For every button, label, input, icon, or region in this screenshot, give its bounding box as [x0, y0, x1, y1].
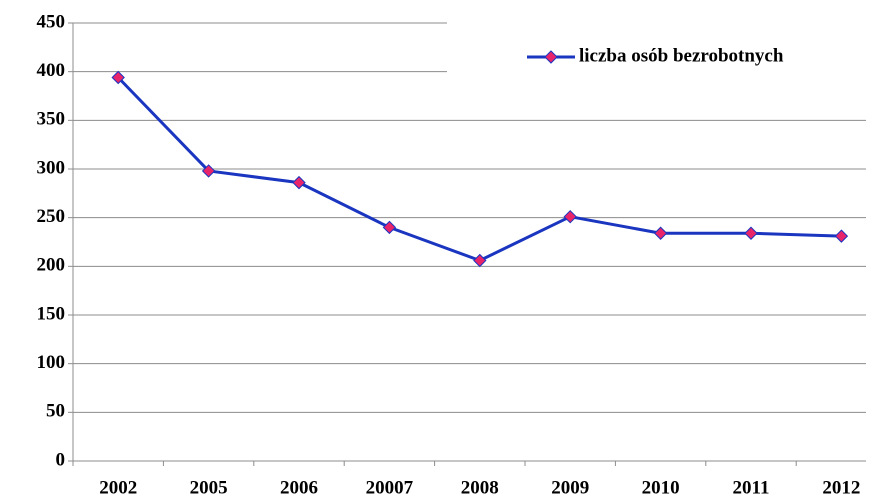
y-tick-label: 50 — [46, 401, 65, 422]
y-tick-label: 150 — [37, 303, 66, 324]
x-tick-label: 2005 — [190, 477, 228, 497]
marker — [744, 226, 758, 240]
x-tick-label: 2011 — [733, 477, 770, 497]
x-tick-label: 2008 — [461, 477, 499, 497]
x-tick-label: 20007 — [366, 477, 414, 497]
x-tick-label: 2002 — [99, 477, 137, 497]
marker — [563, 209, 577, 224]
legend-label: liczba osób bezrobotnych — [579, 45, 784, 66]
marker — [201, 164, 216, 178]
x-tick-label: 2010 — [642, 477, 680, 497]
y-tick-label: 200 — [37, 255, 66, 276]
marker — [473, 253, 487, 268]
x-tick-label: 2012 — [822, 477, 860, 497]
y-tick-label: 350 — [37, 109, 66, 130]
legend-marker — [544, 50, 558, 64]
x-tick-label: 2009 — [551, 477, 589, 497]
y-tick-label: 400 — [37, 60, 66, 81]
y-tick-label: 250 — [37, 206, 66, 227]
marker — [292, 175, 306, 190]
x-tick-label: 2006 — [280, 477, 318, 497]
marker — [111, 70, 125, 85]
marker — [382, 220, 397, 235]
y-tick-label: 0 — [56, 449, 66, 470]
y-tick-label: 300 — [37, 157, 66, 178]
legend-box — [447, 12, 875, 100]
y-tick-label: 100 — [37, 352, 66, 373]
marker — [653, 226, 668, 240]
marker — [834, 229, 849, 243]
y-tick-label: 450 — [37, 11, 66, 32]
